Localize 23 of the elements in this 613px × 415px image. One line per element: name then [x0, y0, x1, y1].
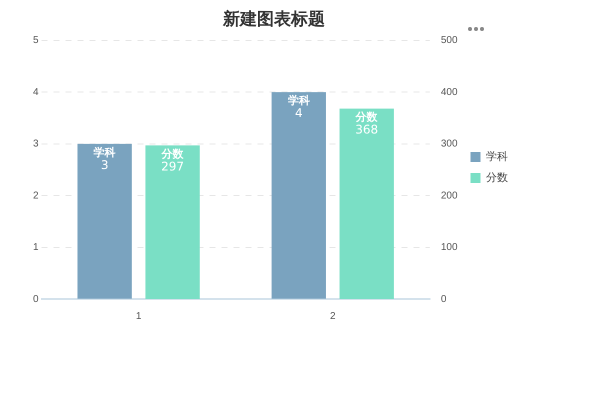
y2-tick-label: 300 — [440, 138, 458, 150]
y2-tick-label: 400 — [440, 86, 458, 98]
y-tick-label: 5 — [33, 35, 39, 46]
y-tick-label: 4 — [33, 86, 39, 98]
y2-tick-label: 200 — [440, 190, 458, 202]
text: 分数 — [356, 110, 378, 124]
text: 学科 — [94, 146, 116, 159]
y2-tick-label: 0 — [440, 294, 447, 305]
y2-tick-label: 100 — [440, 242, 458, 254]
y-tick-label: 0 — [33, 294, 39, 305]
data-label: 297 — [161, 159, 184, 174]
text: 分数 — [162, 147, 184, 160]
y-tick-label: 3 — [33, 138, 39, 150]
y-tick-label: 2 — [33, 190, 39, 202]
text: 学科 — [288, 94, 310, 108]
data-label: 368 — [355, 122, 378, 137]
data-label: 3 — [100, 158, 108, 172]
data-label: 4 — [294, 106, 303, 120]
legend-label: 学科 — [486, 151, 508, 164]
y-tick-label: 1 — [33, 242, 39, 254]
legend-label: 分数 — [486, 172, 508, 184]
y2-tick-label: 500 — [440, 35, 458, 46]
chart-title: 新建图表标题 — [222, 10, 325, 30]
